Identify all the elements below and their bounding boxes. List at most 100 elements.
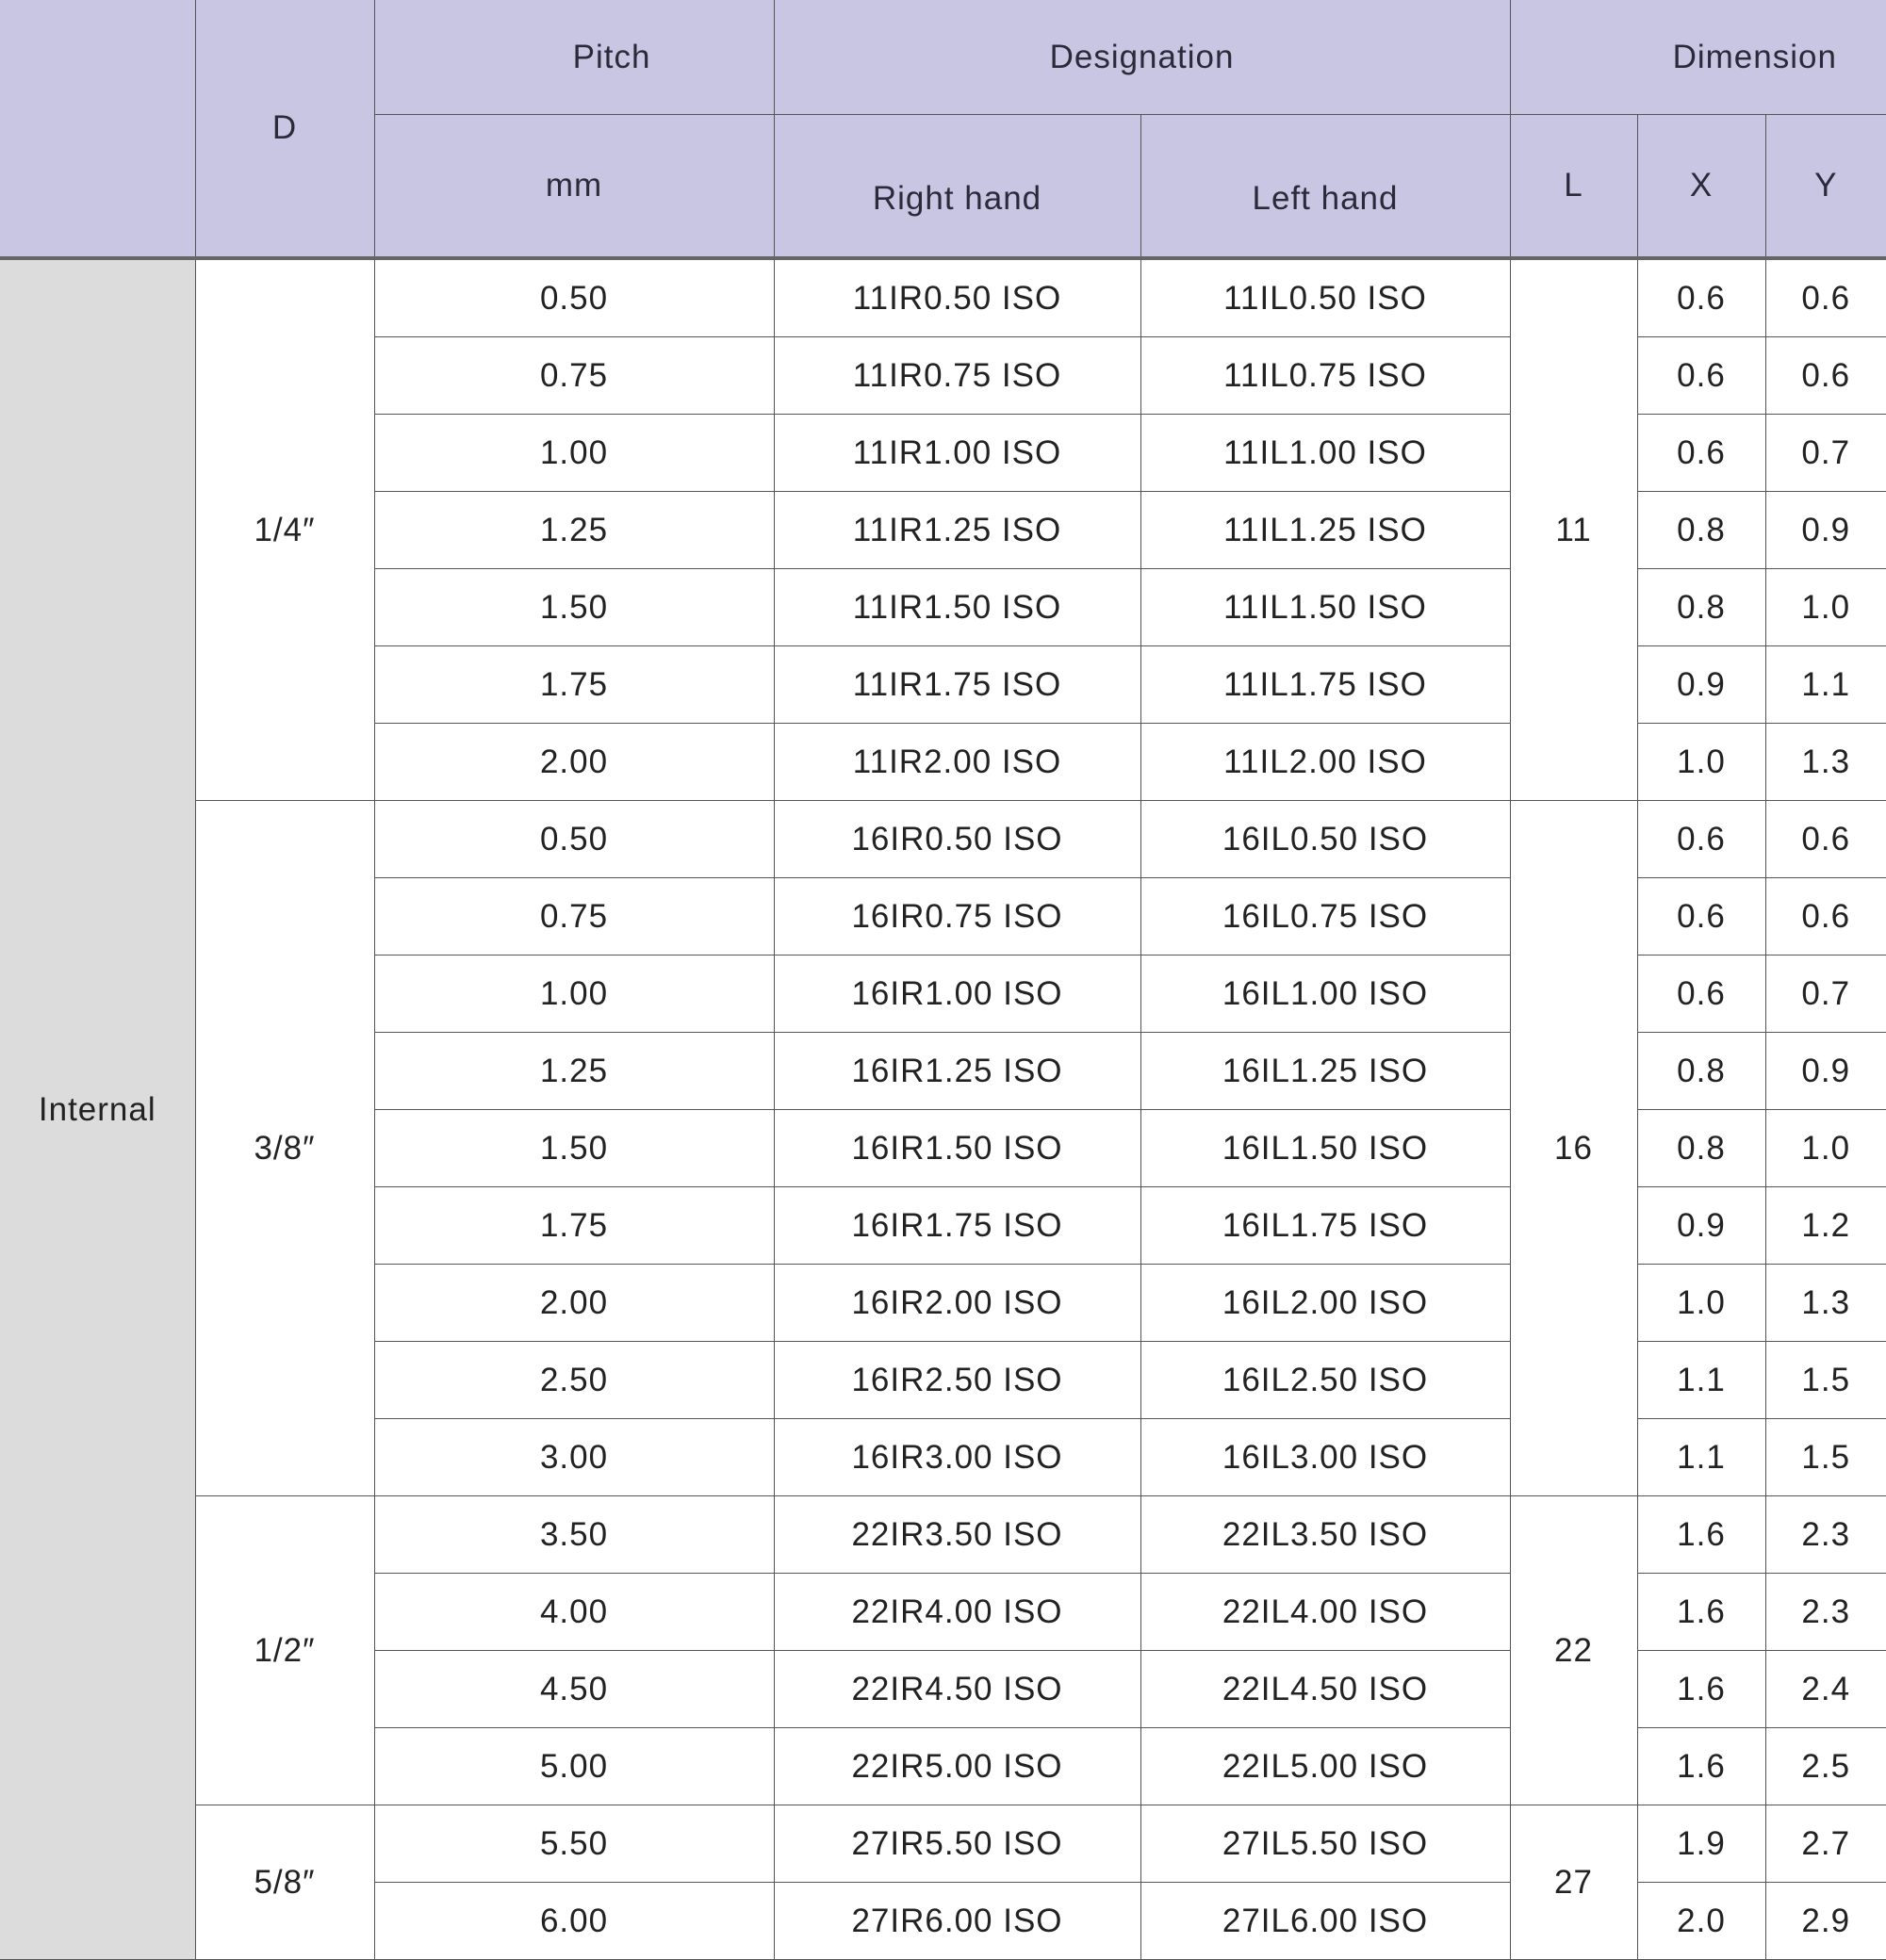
l-cell: 22 — [1509, 1495, 1638, 1805]
left-hand-cell: 22IL4.50 ISO — [1140, 1650, 1511, 1728]
table-row: 1.50 16IR1.50 ISO 16IL1.50 ISO 0.8 1.0 — [0, 1109, 1886, 1187]
type-header — [0, 0, 196, 260]
left-hand-cell: 11IL1.75 ISO — [1140, 645, 1511, 724]
pitch-cell: 1.50 — [373, 568, 775, 646]
table-row: 1.00 16IR1.00 ISO 16IL1.00 ISO 0.6 0.7 — [0, 955, 1886, 1033]
x-cell: 1.1 — [1636, 1418, 1766, 1496]
dimension-header: Dimension — [1509, 0, 1886, 115]
left-hand-cell: 11IL1.50 ISO — [1140, 568, 1511, 646]
table-row: 3.00 16IR3.00 ISO 16IL3.00 ISO 1.1 1.5 — [0, 1418, 1886, 1496]
right-hand-cell: 27IR5.50 ISO — [773, 1805, 1141, 1883]
table-body: Internal 1/4″ 0.50 11IR0.50 ISO 11IL0.50 ISO… — [0, 257, 1886, 1960]
right-hand-cell: 27IR6.00 ISO — [773, 1882, 1141, 1960]
right-hand-cell: 16IR0.50 ISO — [773, 800, 1141, 878]
left-hand-cell: 16IL0.50 ISO — [1140, 800, 1511, 878]
x-header: X — [1636, 114, 1766, 260]
l-cell: 27 — [1509, 1805, 1638, 1960]
pitch-cell: 1.00 — [373, 955, 775, 1033]
right-hand-cell: 22IR4.50 ISO — [773, 1650, 1141, 1728]
y-cell: 2.5 — [1764, 1727, 1886, 1805]
right-hand-cell: 11IR0.50 ISO — [773, 257, 1141, 337]
d-cell: 5/8″ — [194, 1805, 375, 1960]
table-row: 6.00 27IR6.00 ISO 27IL6.00 ISO 2.0 2.9 — [0, 1882, 1886, 1960]
table-row: 1.25 11IR1.25 ISO 11IL1.25 ISO 0.8 0.9 — [0, 491, 1886, 569]
y-cell: 0.6 — [1764, 800, 1886, 878]
y-cell: 1.1 — [1764, 645, 1886, 724]
l-cell: 11 — [1509, 257, 1638, 801]
y-cell: 1.3 — [1764, 1264, 1886, 1342]
pitch-cell: 3.50 — [373, 1495, 775, 1574]
left-hand-cell: 11IL1.25 ISO — [1140, 491, 1511, 569]
d-cell: 1/2″ — [194, 1495, 375, 1805]
right-hand-cell: 16IR2.50 ISO — [773, 1341, 1141, 1419]
table-row: 1.00 11IR1.00 ISO 11IL1.00 ISO 0.6 0.7 — [0, 414, 1886, 492]
left-hand-header: Left hand — [1140, 114, 1511, 260]
table-row: 5/8″ 5.50 27IR5.50 ISO 27IL5.50 ISO 27 1.9 2.7 — [0, 1805, 1886, 1960]
table-row: 0.75 16IR0.75 ISO 16IL0.75 ISO 0.6 0.6 — [0, 877, 1886, 956]
right-hand-cell: 22IR4.00 ISO — [773, 1573, 1141, 1651]
x-cell: 1.9 — [1636, 1805, 1766, 1883]
x-cell: 0.6 — [1636, 877, 1766, 956]
left-hand-cell: 11IL0.50 ISO — [1140, 257, 1511, 337]
table-row: 5.00 22IR5.00 ISO 22IL5.00 ISO 1.6 2.5 — [0, 1727, 1886, 1805]
table-row: 1.25 16IR1.25 ISO 16IL1.25 ISO 0.8 0.9 — [0, 1032, 1886, 1110]
table-row: 2.00 16IR2.00 ISO 16IL2.00 ISO 1.0 1.3 — [0, 1264, 1886, 1342]
pitch-cell: 1.50 — [373, 1109, 775, 1187]
x-cell: 0.8 — [1636, 491, 1766, 569]
y-cell: 0.6 — [1764, 336, 1886, 415]
l-header: L — [1509, 114, 1638, 260]
x-cell: 0.8 — [1636, 1109, 1766, 1187]
left-hand-cell: 22IL5.00 ISO — [1140, 1727, 1511, 1805]
right-hand-cell: 11IR1.75 ISO — [773, 645, 1141, 724]
pitch-cell: 4.00 — [373, 1573, 775, 1651]
y-cell: 1.3 — [1764, 723, 1886, 801]
y-cell: 1.5 — [1764, 1418, 1886, 1496]
x-cell: 0.9 — [1636, 645, 1766, 724]
x-cell: 1.0 — [1636, 1264, 1766, 1342]
y-cell: 2.3 — [1764, 1573, 1886, 1651]
pitch-cell: 2.50 — [373, 1341, 775, 1419]
table-row: 2.00 11IR2.00 ISO 11IL2.00 ISO 1.0 1.3 — [0, 723, 1886, 801]
designation-header: Designation — [773, 0, 1511, 115]
y-cell: 2.9 — [1764, 1882, 1886, 1960]
right-hand-cell: 11IR0.75 ISO — [773, 336, 1141, 415]
pitch-cell: 1.75 — [373, 1186, 775, 1265]
left-hand-cell: 16IL1.25 ISO — [1140, 1032, 1511, 1110]
right-hand-header: Right hand — [773, 114, 1141, 260]
pitch-cell: 0.50 — [373, 257, 775, 337]
y-cell: 1.0 — [1764, 568, 1886, 646]
right-hand-cell: 11IR1.25 ISO — [773, 491, 1141, 569]
pitch-unit-header: mm — [373, 114, 775, 260]
left-hand-cell: 16IL3.00 ISO — [1140, 1418, 1511, 1496]
x-cell: 1.6 — [1636, 1573, 1766, 1651]
pitch-cell: 6.00 — [373, 1882, 775, 1960]
right-hand-cell: 22IR5.00 ISO — [773, 1727, 1141, 1805]
left-hand-cell: 16IL1.50 ISO — [1140, 1109, 1511, 1187]
table-row: 1.50 11IR1.50 ISO 11IL1.50 ISO 0.8 1.0 — [0, 568, 1886, 646]
x-cell: 0.6 — [1636, 800, 1766, 878]
y-cell: 0.9 — [1764, 491, 1886, 569]
x-cell: 0.8 — [1636, 1032, 1766, 1110]
x-cell: 1.6 — [1636, 1727, 1766, 1805]
left-hand-cell: 27IL6.00 ISO — [1140, 1882, 1511, 1960]
left-hand-cell: 11IL2.00 ISO — [1140, 723, 1511, 801]
y-cell: 1.2 — [1764, 1186, 1886, 1265]
table-row: 4.00 22IR4.00 ISO 22IL4.00 ISO 1.6 2.3 — [0, 1573, 1886, 1651]
x-cell: 0.6 — [1636, 955, 1766, 1033]
pitch-cell: 1.75 — [373, 645, 775, 724]
x-cell: 0.6 — [1636, 336, 1766, 415]
right-hand-cell: 16IR2.00 ISO — [773, 1264, 1141, 1342]
y-cell: 1.5 — [1764, 1341, 1886, 1419]
pitch-cell: 2.00 — [373, 723, 775, 801]
y-cell: 0.7 — [1764, 955, 1886, 1033]
pitch-cell: 4.50 — [373, 1650, 775, 1728]
x-cell: 1.6 — [1636, 1495, 1766, 1574]
x-cell: 0.9 — [1636, 1186, 1766, 1265]
right-hand-cell: 11IR1.00 ISO — [773, 414, 1141, 492]
d-cell: 3/8″ — [194, 800, 375, 1496]
x-cell: 2.0 — [1636, 1882, 1766, 1960]
right-hand-cell: 16IR1.00 ISO — [773, 955, 1141, 1033]
pitch-cell: 1.25 — [373, 1032, 775, 1110]
left-hand-cell: 16IL0.75 ISO — [1140, 877, 1511, 956]
